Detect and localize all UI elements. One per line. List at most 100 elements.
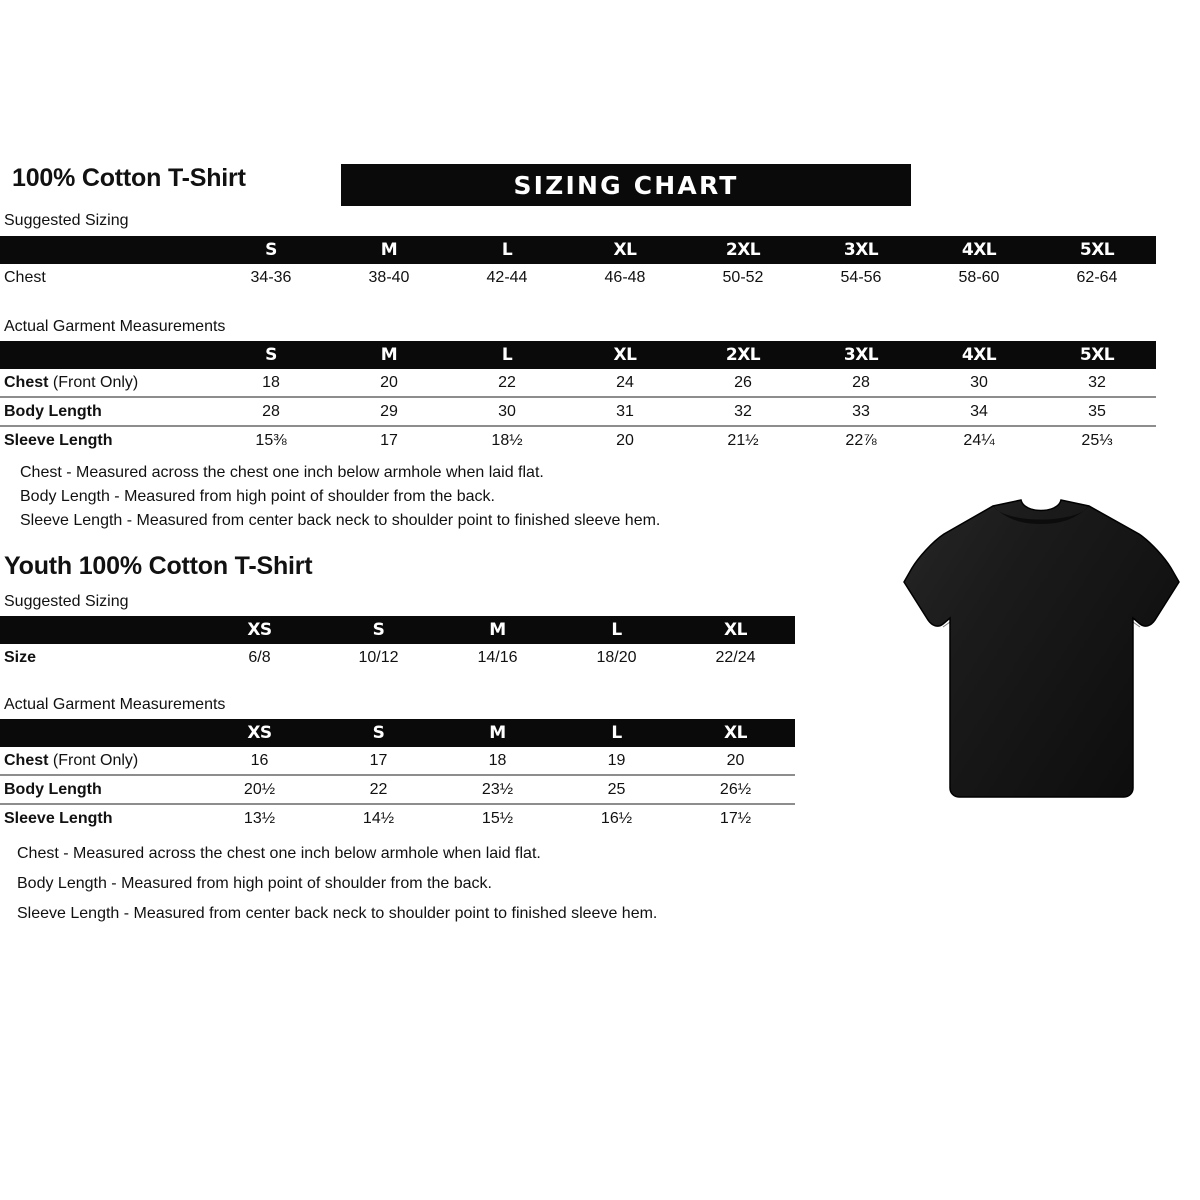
cell: 24 (616, 373, 634, 391)
cell: 58-60 (958, 268, 1000, 286)
cell: 16 (250, 751, 269, 769)
cell: 15⅜ (255, 431, 287, 449)
table-header-row: S M L XL 2XL 3XL 4XL 5XL (0, 341, 1156, 369)
row-label-main: Chest (4, 373, 49, 391)
cell: 46-48 (604, 268, 646, 286)
cell: 17 (369, 751, 388, 769)
youth-note-chest: Chest - Measured across the chest one in… (17, 845, 541, 862)
column-header: 3XL (843, 345, 879, 365)
row-label-sub: (Front Only) (48, 373, 139, 391)
table-row: Sleeve Length 13½ 14½ 15½ 16½ 17½ (0, 805, 795, 832)
column-header: 3XL (843, 240, 879, 260)
cell: 18 (262, 373, 280, 391)
column-header: S (265, 345, 277, 365)
cell: 34 (970, 402, 988, 420)
column-header (0, 341, 212, 369)
cell: 18½ (491, 431, 523, 449)
row-label: Sleeve Length (0, 427, 212, 454)
cell: 62-64 (1076, 268, 1118, 286)
column-header: S (265, 240, 277, 260)
adult-note-chest: Chest - Measured across the chest one in… (20, 464, 544, 481)
cell: 22/24 (715, 648, 756, 666)
cell: 25 (607, 780, 626, 798)
adult-actual-measurements-table: S M L XL 2XL 3XL 4XL 5XL Chest (Front On… (0, 341, 1156, 454)
column-header: L (611, 723, 622, 743)
black-tshirt-photo (893, 472, 1189, 808)
cell: 20 (726, 751, 745, 769)
adult-note-body-length: Body Length - Measured from high point o… (20, 488, 495, 505)
youth-suggested-caption: Suggested Sizing (4, 593, 129, 610)
column-header: 5XL (1079, 345, 1115, 365)
cell: 21½ (727, 431, 759, 449)
row-label-sub: (Front Only) (48, 751, 139, 769)
cell: 30 (498, 402, 516, 420)
cell: 14/16 (477, 648, 518, 666)
row-divider (0, 803, 795, 805)
row-label-main: Body Length (4, 402, 102, 420)
cell: 22 (498, 373, 516, 391)
row-label-main: Sleeve Length (4, 431, 113, 449)
column-header: L (611, 620, 622, 640)
row-label: Body Length (0, 398, 212, 425)
row-divider (0, 396, 1156, 398)
adult-actual-caption: Actual Garment Measurements (4, 318, 226, 335)
youth-note-body-length: Body Length - Measured from high point o… (17, 875, 492, 892)
cell: 31 (616, 402, 634, 420)
youth-suggested-sizing-table: XS S M L XL Size 6/8 10/12 14/16 18/20 2… (0, 616, 795, 671)
youth-actual-measurements-table: XS S M L XL Chest (Front Only) 16 17 18 … (0, 719, 795, 832)
column-header: L (501, 345, 513, 365)
cell: 17½ (719, 809, 752, 827)
table-row: Size 6/8 10/12 14/16 18/20 22/24 (0, 644, 795, 671)
row-divider (0, 774, 795, 776)
sizing-chart-banner: SIZING CHART (341, 164, 911, 206)
cell: 20 (380, 373, 398, 391)
row-label: Size (4, 648, 37, 666)
cell: 22⅞ (845, 431, 877, 449)
cell: 30 (970, 373, 988, 391)
column-header: M (380, 240, 398, 260)
cell: 35 (1088, 402, 1106, 420)
row-label: Body Length (0, 776, 200, 803)
table-row: Chest 34-36 38-40 42-44 46-48 50-52 54-5… (0, 264, 1156, 291)
cell: 17 (380, 431, 398, 449)
column-header: 2XL (725, 345, 761, 365)
column-header (0, 236, 212, 264)
adult-suggested-caption: Suggested Sizing (4, 212, 129, 229)
column-header: XL (724, 723, 747, 743)
cell: 32 (1088, 373, 1106, 391)
row-label: Chest (4, 268, 46, 286)
cell: 26 (734, 373, 752, 391)
column-header: XS (247, 723, 272, 743)
cell: 22 (369, 780, 388, 798)
table-row: Sleeve Length 15⅜ 17 18½ 20 21½ 22⅞ 24¼ … (0, 427, 1156, 454)
table-header-row: XS S M L XL (0, 719, 795, 747)
cell: 38-40 (368, 268, 410, 286)
cell: 33 (852, 402, 870, 420)
column-header: XL (613, 240, 637, 260)
table-row: Chest (Front Only) 16 17 18 19 20 (0, 747, 795, 774)
table-row: Chest (Front Only) 18 20 22 24 26 28 30 … (0, 369, 1156, 396)
column-header: XL (724, 620, 747, 640)
cell: 42-44 (486, 268, 528, 286)
row-label-main: Sleeve Length (4, 809, 113, 827)
cell: 14½ (362, 809, 395, 827)
row-label-main: Body Length (4, 780, 102, 798)
row-label: Sleeve Length (0, 805, 200, 832)
cell: 32 (734, 402, 752, 420)
cell: 50-52 (722, 268, 764, 286)
column-header: 4XL (961, 240, 997, 260)
cell: 26½ (719, 780, 752, 798)
cell: 54-56 (840, 268, 882, 286)
column-header: 2XL (725, 240, 761, 260)
table-row: Body Length 28 29 30 31 32 33 34 35 (0, 398, 1156, 425)
row-label: Chest (Front Only) (0, 369, 212, 396)
cell: 23½ (481, 780, 514, 798)
cell: 13½ (243, 809, 276, 827)
cell: 28 (262, 402, 280, 420)
adult-note-sleeve-length: Sleeve Length - Measured from center bac… (20, 512, 661, 529)
youth-product-title: Youth 100% Cotton T-Shirt (4, 552, 313, 580)
sizing-chart-banner-label: SIZING CHART (513, 171, 739, 200)
row-label: Chest (Front Only) (0, 747, 200, 774)
tshirt-illustration (903, 499, 1180, 798)
